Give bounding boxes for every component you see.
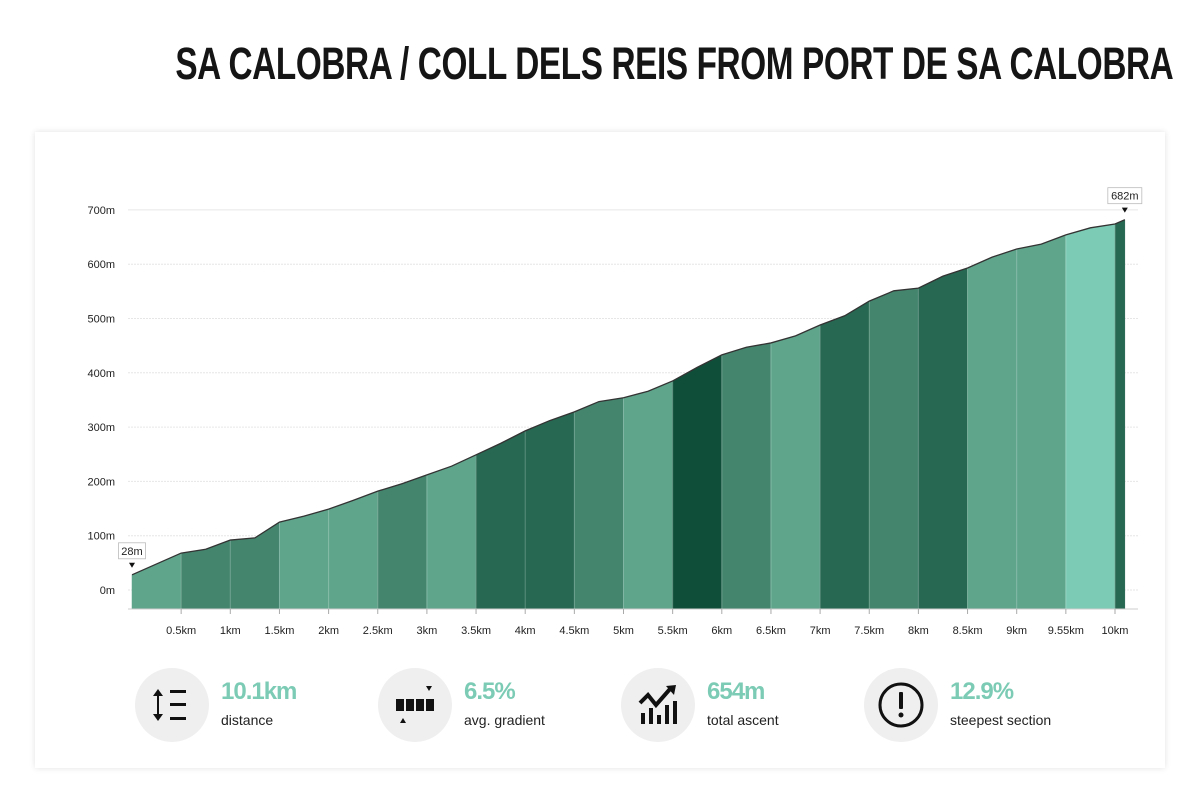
- profile-segment: [967, 248, 1017, 610]
- profile-segment: [230, 521, 280, 610]
- profile-segment: [279, 508, 329, 610]
- y-tick-label: 600m: [87, 259, 115, 271]
- stat-value: 654m: [707, 678, 765, 705]
- annotation-box: [1107, 187, 1143, 205]
- y-tick-label: 300m: [87, 422, 115, 434]
- profile-segment: [819, 300, 870, 610]
- profile-segment: [574, 397, 624, 610]
- x-tick-label: 3.5km: [461, 625, 491, 637]
- x-tick-label: 4.5km: [559, 625, 589, 637]
- annotation-marker: [1121, 207, 1128, 213]
- stat-value: 10.1km: [221, 678, 297, 705]
- x-tick-label: 2.5km: [363, 625, 393, 637]
- stat-label: avg. gradient: [464, 712, 545, 728]
- profile-segment: [770, 324, 821, 610]
- profile-segment: [377, 474, 428, 610]
- profile-line: [131, 219, 1126, 576]
- x-tick-label: 4km: [515, 625, 536, 637]
- x-tick-label: 0.5km: [166, 625, 196, 637]
- x-tick-label: 6km: [711, 625, 732, 637]
- page-title-text: SA CALOBRA / COLL DELS REIS FROM PORT DE…: [175, 38, 1174, 89]
- gradient-icon: [378, 668, 452, 742]
- y-tick-label: 700m: [87, 205, 115, 217]
- annotation-box: [118, 542, 146, 560]
- stat-label: distance: [221, 712, 274, 728]
- x-tick-label: 7.5km: [854, 625, 884, 637]
- x-tick-label: 8km: [908, 625, 929, 637]
- profile-segment: [672, 354, 723, 610]
- profile-segment: [426, 454, 477, 610]
- profile-segment: [721, 342, 772, 610]
- x-tick-label: 9.55km: [1048, 625, 1084, 637]
- x-tick-label: 9km: [1006, 625, 1027, 637]
- exclamation-icon: [864, 668, 938, 742]
- x-tick-label: 8.5km: [953, 625, 983, 637]
- x-tick-label: 6.5km: [756, 625, 786, 637]
- profile-segment: [180, 539, 231, 610]
- x-tick-label: 5.5km: [658, 625, 688, 637]
- stat-value: 6.5%: [464, 678, 516, 705]
- x-tick-label: 1.5km: [264, 625, 294, 637]
- profile-segment: [869, 287, 919, 610]
- y-tick-label: 100m: [87, 531, 115, 543]
- profile-segment: [1016, 234, 1067, 610]
- distance-icon: [135, 668, 209, 742]
- profile-segment: [131, 552, 182, 610]
- profile-segment: [1065, 223, 1116, 610]
- profile-segment: [475, 430, 526, 610]
- x-tick-label: 3km: [417, 625, 438, 637]
- x-tick-label: 7km: [810, 625, 831, 637]
- profile-segment: [1114, 219, 1126, 610]
- profile-segment: [524, 411, 575, 610]
- y-tick-label: 500m: [87, 314, 115, 326]
- y-tick-label: 200m: [87, 476, 115, 488]
- profile-segment: [328, 490, 378, 610]
- profile-segment: [918, 267, 968, 610]
- y-tick-label: 0m: [100, 585, 115, 597]
- x-tick-label: 2km: [318, 625, 339, 637]
- ascent-chart-icon: [621, 668, 695, 742]
- page-title: SA CALOBRA / COLL DELS REIS FROM PORT DE…: [0, 38, 1200, 90]
- stat-value: 12.9%: [950, 678, 1014, 705]
- y-tick-label: 400m: [87, 368, 115, 380]
- annotation-label: 28m: [121, 546, 142, 558]
- annotation-label: 682m: [1111, 191, 1139, 203]
- x-tick-label: 10km: [1102, 625, 1129, 637]
- profile-segment: [623, 380, 673, 610]
- x-tick-label: 5km: [613, 625, 634, 637]
- x-tick-label: 1km: [220, 625, 241, 637]
- stat-label: steepest section: [950, 712, 1052, 728]
- stat-label: total ascent: [707, 712, 779, 728]
- annotation-marker: [129, 562, 135, 568]
